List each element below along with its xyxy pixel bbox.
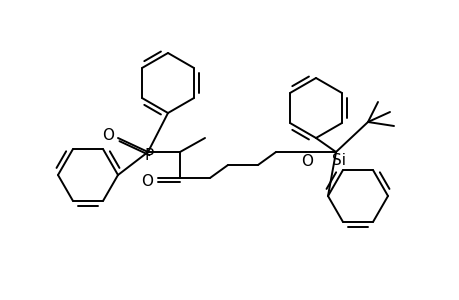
Text: P: P (144, 148, 153, 163)
Text: Si: Si (331, 152, 345, 167)
Text: O: O (141, 173, 153, 188)
Text: O: O (102, 128, 114, 142)
Text: O: O (300, 154, 312, 169)
